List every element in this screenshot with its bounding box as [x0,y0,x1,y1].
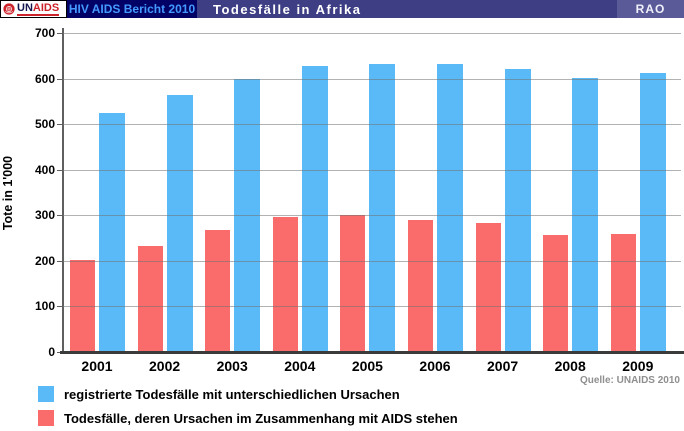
y-tick-label-0: 0 [48,345,55,359]
bar-2002-registered [166,94,193,352]
gridline-100 [63,306,681,308]
bar-2001-aids [70,259,95,352]
bar-2006-aids [408,219,433,352]
legend-item-registered: registrierte Todesfälle mit unterschiedl… [38,385,458,403]
x-tick-label-2009: 2009 [622,358,654,374]
legend-label-aids: Todesfälle, deren Ursachen im Zusammenha… [64,410,458,426]
legend-swatch-aids [38,410,54,426]
y-tick-label-200: 200 [34,253,55,268]
x-tick-label-2006: 2006 [419,358,451,374]
y-tick-mark-400 [57,169,62,171]
source-note: Quelle: UNAIDS 2010 [579,375,680,386]
bar-2007-registered [504,68,531,352]
unaids-emblem-icon [3,3,15,15]
report-label: HIV AIDS Bericht 2010 [67,0,197,18]
unaids-logo: UNAIDS [0,0,67,18]
gridline-700 [63,33,681,34]
y-tick-label-600: 600 [34,71,55,86]
bar-2005-registered [369,63,396,352]
header-bar: UNAIDS HIV AIDS Bericht 2010 Todesfälle … [0,0,684,18]
bar-2006-registered [437,63,463,352]
bar-2002-aids [137,246,163,352]
x-tick-label-2003: 2003 [216,358,248,374]
gridline-500 [63,124,681,126]
y-tick-label-400: 400 [34,162,55,177]
x-tick-label-2007: 2007 [487,358,519,374]
y-tick-mark-500 [57,124,62,126]
unaids-logo-text: UNAIDS [17,1,60,16]
bar-2007-aids [475,223,501,352]
plot-area [63,33,681,352]
y-tick-mark-300 [57,215,62,217]
legend-item-aids: Todesfälle, deren Ursachen im Zusammenha… [38,409,458,427]
y-tick-label-100: 100 [34,299,55,314]
y-tick-label-500: 500 [34,117,55,132]
bar-2001-registered [99,112,125,352]
bar-2004-registered [301,66,328,352]
y-tick-mark-100 [57,306,62,308]
y-tick-mark-700 [57,33,62,34]
rao-badge: RAO [617,0,684,18]
chart-area: Tote in 1'000 0 100 200 300 400 500 600 700 2001… [0,18,684,431]
gridline-400 [63,169,681,171]
y-tick-mark-600 [57,78,62,80]
x-tick-label-2004: 2004 [284,358,316,374]
gridline-200 [63,260,681,262]
gridline-300 [63,215,681,217]
y-axis-title: Tote in 1'000 [1,155,15,231]
y-tick-mark-0 [57,352,62,353]
x-tick-label-2005: 2005 [351,358,383,374]
bar-2005-aids [340,215,366,352]
x-tick-label-2002: 2002 [149,358,181,374]
y-tick-label-300: 300 [34,208,55,223]
bar-2003-registered [234,78,261,352]
logo-aids-text: AIDS [32,1,60,14]
logo-un-text: UN [17,1,33,14]
bar-2008-aids [543,234,569,352]
page-title: Todesfälle in Afrika [197,0,617,18]
bar-2004-aids [272,217,298,352]
x-tick-label-2001: 2001 [81,358,113,374]
bar-2008-registered [572,77,599,352]
bar-2009-aids [610,233,636,352]
y-tick-label-700: 700 [34,26,55,40]
legend-swatch-registered [38,386,54,402]
legend-label-registered: registrierte Todesfälle mit unterschiedl… [64,386,400,402]
bar-2003-aids [205,229,231,352]
y-tick-mark-200 [57,260,62,262]
gridline-600 [63,78,681,80]
y-axis-line [62,28,64,354]
x-tick-label-2008: 2008 [554,358,586,374]
bar-2009-registered [639,72,666,352]
chart-legend: registrierte Todesfälle mit unterschiedl… [38,385,458,431]
x-axis-line [60,351,684,354]
